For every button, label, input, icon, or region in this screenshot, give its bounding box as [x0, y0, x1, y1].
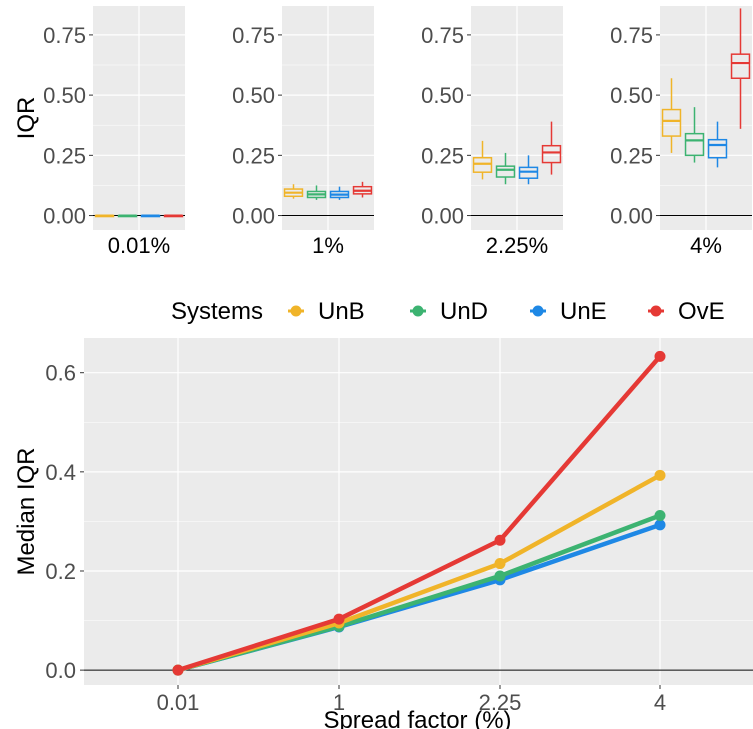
boxplot-UnB: [472, 140, 493, 180]
facet-y-tick-label: 0.25: [232, 143, 275, 168]
line-y-tick-label: 0.2: [45, 559, 76, 584]
series-point-OvE: [172, 664, 184, 676]
legend-key-dot-UnE: [532, 305, 544, 317]
facet-y-tick-label: 0.00: [421, 204, 464, 229]
boxplot-OvE: [541, 121, 562, 175]
facet-label: 2.25%: [486, 233, 548, 258]
legend-title: Systems: [171, 298, 263, 325]
series-point-UnD: [654, 509, 666, 521]
series-point-UnE: [654, 519, 666, 531]
facet-y-tick-label: 0.50: [421, 83, 464, 108]
box-body: [541, 144, 562, 164]
line-y-tick-label: 0.4: [45, 460, 76, 485]
line-y-axis-title: Median IQR: [13, 447, 40, 575]
legend-label-UnD: UnD: [440, 298, 488, 325]
line-x-axis-title: Spread factor (%): [323, 707, 511, 729]
facet-y-tick-label: 0.75: [232, 23, 275, 48]
facet-y-tick-label: 0.75: [610, 23, 653, 48]
boxplot-UnE: [329, 186, 350, 200]
boxplot-UnD: [117, 214, 138, 218]
legend-key-dot-UnB: [290, 305, 302, 317]
facet-y-tick-label: 0.00: [43, 204, 86, 229]
facet-label: 0.01%: [108, 233, 170, 258]
facet-y-tick-label: 0.00: [610, 204, 653, 229]
facet-label: 4%: [690, 233, 722, 258]
series-point-UnD: [494, 570, 506, 582]
boxplot-OvE: [163, 214, 184, 218]
line-x-tick-label: 2.25: [479, 690, 522, 715]
legend-label-OvE: OvE: [678, 298, 725, 325]
box-body: [707, 138, 728, 159]
boxplot-UnD: [306, 185, 327, 200]
series-point-OvE: [494, 534, 506, 546]
line-y-tick-label: 0.6: [45, 361, 76, 386]
facet-y-tick-label: 0.75: [43, 23, 86, 48]
facet-y-tick-label: 0.25: [43, 143, 86, 168]
facet-y-tick-label: 0.00: [232, 204, 275, 229]
line-x-tick-label: 1: [333, 690, 345, 715]
boxplot-UnB: [661, 78, 682, 153]
boxplot-OvE: [730, 8, 751, 129]
boxplot-OvE: [352, 181, 373, 198]
series-line-OvE: [175, 354, 663, 673]
series-point-OvE: [654, 350, 666, 362]
facet-y-tick-label: 0.25: [610, 143, 653, 168]
series-point-UnB: [494, 558, 506, 570]
line-y-tick-label: 0.0: [45, 658, 76, 683]
top-y-axis-title: IQR: [13, 97, 40, 140]
box-body: [495, 165, 516, 178]
boxplot-UnD: [684, 107, 705, 163]
box-body: [472, 156, 493, 173]
legend-label-UnE: UnE: [560, 298, 607, 325]
box-body: [730, 53, 751, 80]
facet-y-tick-label: 0.50: [610, 83, 653, 108]
legend-label-UnB: UnB: [318, 298, 365, 325]
boxplot-UnE: [140, 214, 161, 218]
boxplot-UnE: [518, 155, 539, 185]
box-body: [684, 132, 705, 157]
facet-y-tick-label: 0.75: [421, 23, 464, 48]
boxplot-UnE: [707, 121, 728, 168]
boxplot-UnD: [495, 152, 516, 185]
facet-y-tick-label: 0.50: [232, 83, 275, 108]
facet-y-tick-label: 0.50: [43, 83, 86, 108]
line-x-tick-label: 4: [654, 690, 666, 715]
series-point-UnB: [654, 469, 666, 481]
boxplot-UnB: [94, 214, 115, 218]
facet-y-tick-label: 0.25: [421, 143, 464, 168]
legend-key-dot-OvE: [650, 305, 662, 317]
boxplot-UnB: [283, 184, 304, 199]
facet-label: 1%: [312, 233, 344, 258]
line-panel: [84, 338, 753, 685]
line-x-tick-label: 0.01: [157, 690, 200, 715]
box-body: [661, 108, 682, 137]
legend-key-dot-UnD: [412, 305, 424, 317]
series-point-OvE: [333, 613, 345, 625]
